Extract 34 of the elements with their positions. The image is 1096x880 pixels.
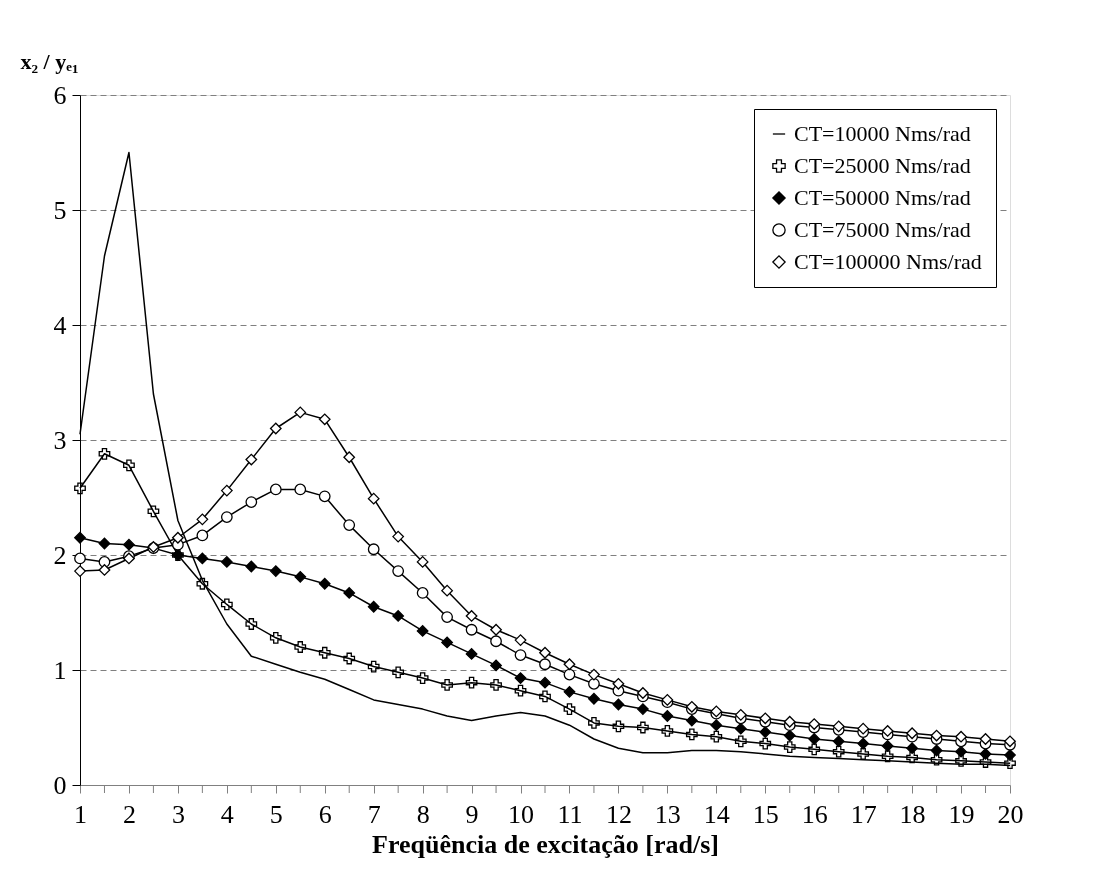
x-tick-label: 20 xyxy=(997,799,1024,829)
legend-label: CT=50000 Nms/rad xyxy=(794,185,971,210)
y-tick-label: 4 xyxy=(53,310,67,340)
x-tick-label: 1 xyxy=(74,799,87,829)
x-tick-label: 11 xyxy=(557,799,583,829)
y-axis-title: x₂ / yₑ₁ xyxy=(20,48,79,74)
y-tick-label: 3 xyxy=(53,425,67,455)
legend-label: CT=100000 Nms/rad xyxy=(794,249,982,274)
y-tick-label: 0 xyxy=(53,770,67,800)
x-tick-label: 19 xyxy=(948,799,975,829)
x-tick-label: 15 xyxy=(752,799,779,829)
x-tick-label: 16 xyxy=(801,799,828,829)
legend-label: CT=75000 Nms/rad xyxy=(794,217,971,242)
x-axis-title: Freqüência de excitação [rad/s] xyxy=(372,829,719,859)
y-tick-label: 1 xyxy=(53,655,67,685)
x-tick-label: 17 xyxy=(850,799,877,829)
x-tick-label: 13 xyxy=(654,799,681,829)
y-tick-label: 2 xyxy=(53,540,67,570)
x-tick-label: 5 xyxy=(269,799,283,829)
x-tick-label: 10 xyxy=(508,799,535,829)
legend-label: CT=25000 Nms/rad xyxy=(794,153,971,178)
x-tick-label: 8 xyxy=(416,799,430,829)
legend-label: CT=10000 Nms/rad xyxy=(794,121,971,146)
x-tick-label: 18 xyxy=(899,799,926,829)
x-tick-label: 2 xyxy=(122,799,136,829)
x-tick-label: 4 xyxy=(220,799,234,829)
x-tick-label: 9 xyxy=(465,799,479,829)
y-tick-label: 5 xyxy=(53,195,67,225)
x-tick-label: 14 xyxy=(703,799,730,829)
x-tick-label: 6 xyxy=(318,799,332,829)
x-tick-label: 12 xyxy=(605,799,632,829)
y-tick-label: 6 xyxy=(53,80,67,110)
x-tick-label: 7 xyxy=(367,799,381,829)
x-tick-label: 3 xyxy=(171,799,185,829)
